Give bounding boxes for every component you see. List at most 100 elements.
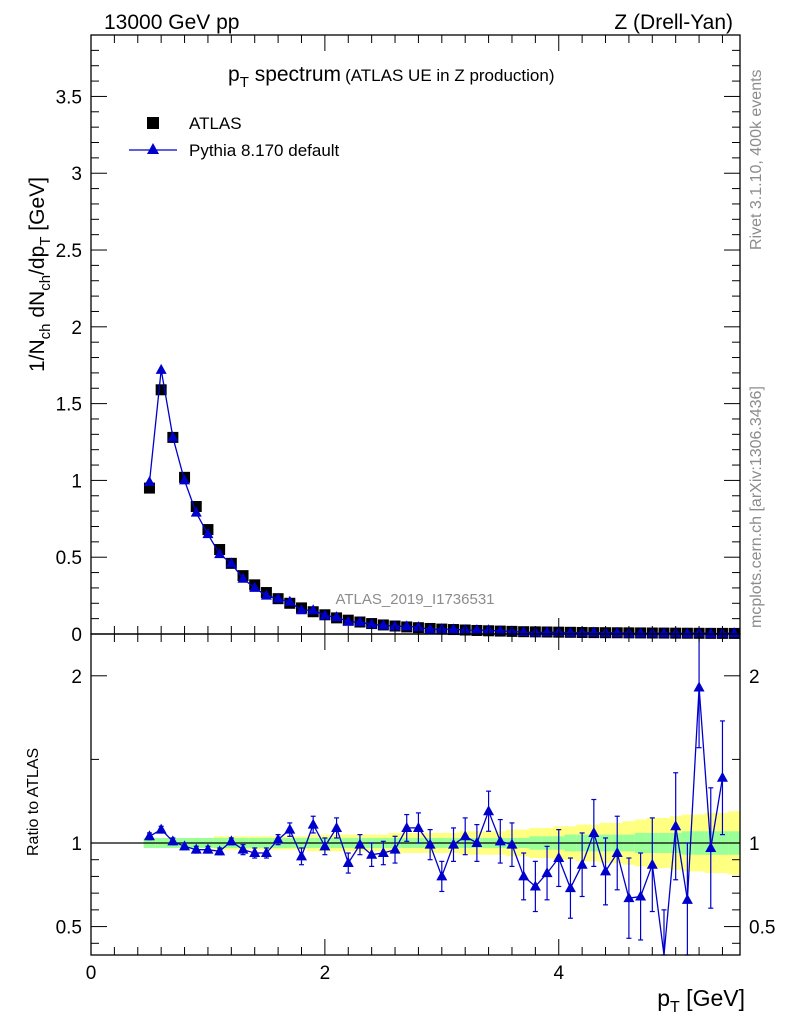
ratio-point xyxy=(646,858,658,869)
pythia-point xyxy=(728,627,740,638)
pythia-point xyxy=(389,620,401,631)
ratio-point xyxy=(366,848,378,859)
ratio-ytick-label: 1 xyxy=(71,834,82,855)
pythia-point xyxy=(225,557,237,568)
main-ytick-label: 1 xyxy=(71,471,82,492)
ratio-point xyxy=(564,882,576,893)
ratio-ytick-label: 0.5 xyxy=(56,918,82,939)
atlas-point xyxy=(190,501,202,513)
pythia-point xyxy=(190,506,202,517)
main-ytick-label: 3.5 xyxy=(56,87,82,108)
pythia-point xyxy=(494,625,506,636)
main-ytick-label: 0 xyxy=(71,625,82,646)
ratio-point xyxy=(506,838,518,849)
ratio-point xyxy=(471,836,483,847)
ratio-point xyxy=(342,857,354,868)
ratio-point xyxy=(448,838,460,849)
pythia-point xyxy=(342,615,354,626)
main-title: pT spectrum (ATLAS UE in Z production) xyxy=(228,63,555,91)
ratio-point xyxy=(237,843,249,854)
atlas-point xyxy=(155,384,167,396)
mcplots-text: mcplots.cern.ch [arXiv:1306.3436] xyxy=(748,386,765,628)
ratio-point xyxy=(541,867,553,878)
pythia-point xyxy=(681,627,693,638)
ratio-point xyxy=(635,890,647,901)
pythia-point xyxy=(377,619,389,630)
pythia-point xyxy=(295,604,307,615)
ratio-point xyxy=(260,847,272,858)
main-ytick-label: 3 xyxy=(71,164,82,185)
legend-pythia-label: Pythia 8.170 default xyxy=(189,141,340,160)
pythia-point xyxy=(167,431,179,442)
xtick-label: 2 xyxy=(320,963,331,984)
header-left: 13000 GeV pp xyxy=(104,11,239,34)
pythia-point xyxy=(307,604,319,615)
pythia-point xyxy=(284,595,296,606)
ratio-point xyxy=(529,880,541,891)
ratio-point xyxy=(483,805,495,816)
ratio-xlabel: pT [GeV] xyxy=(657,985,745,1016)
ratio-ytick-label: 2 xyxy=(71,667,82,688)
pythia-point xyxy=(272,592,284,603)
pythia-point xyxy=(214,548,226,559)
ratio-frame xyxy=(90,633,741,956)
ratio-point xyxy=(424,838,436,849)
pythia-point xyxy=(237,572,249,583)
ratio-point xyxy=(155,823,167,834)
title-sub: T xyxy=(240,74,249,91)
ratio-point xyxy=(600,865,612,876)
rivet-text: Rivet 3.1.10, 400k events xyxy=(748,69,765,250)
pythia-point xyxy=(260,589,272,600)
main-ytick-label: 1.5 xyxy=(56,395,82,416)
pythia-point xyxy=(143,475,155,486)
ratio-point xyxy=(272,833,284,844)
main-ytick-label: 2 xyxy=(71,318,82,339)
ratio-point xyxy=(202,843,214,854)
pythia-point xyxy=(366,618,378,629)
legend-atlas-label: ATLAS xyxy=(189,114,242,133)
ratio-point xyxy=(518,870,530,881)
pythia-point xyxy=(331,611,343,622)
ratio-point xyxy=(716,771,728,782)
ratio-ytick-label-right: 0.5 xyxy=(749,918,775,939)
ratio-point xyxy=(190,843,202,854)
pythia-point xyxy=(401,620,413,631)
ratio-point xyxy=(436,870,448,881)
ratio-point xyxy=(670,820,682,831)
pythia-point xyxy=(249,581,261,592)
ratio-point xyxy=(319,840,331,851)
ratio-point xyxy=(307,818,319,829)
ratio-point xyxy=(401,821,413,832)
svg-text:pT spectrum(ATLAS UE in Z prod: pT spectrum (ATLAS UE in Z production) xyxy=(228,63,555,91)
ratio-point xyxy=(681,893,693,904)
xtick-label: 0 xyxy=(86,963,97,984)
ratio-ylabel: Ratio to ATLAS xyxy=(25,748,42,856)
pythia-point xyxy=(705,627,717,638)
ratio-point xyxy=(249,847,261,858)
main-ytick-label: 0.5 xyxy=(56,548,82,569)
legend-pythia-marker xyxy=(147,143,159,154)
pythia-point xyxy=(635,627,647,638)
ratio-point xyxy=(143,830,155,841)
ratio-point xyxy=(459,830,471,841)
main-ylabel: 1/Nch dNch/dpT [GeV] xyxy=(26,177,54,372)
pythia-point xyxy=(179,474,191,485)
ratio-point xyxy=(611,847,623,858)
ratio-point xyxy=(576,858,588,869)
ratio-point xyxy=(588,826,600,837)
ratio-point xyxy=(284,823,296,834)
ratio-point xyxy=(331,821,343,832)
ratio-ytick-label-right: 1 xyxy=(749,834,760,855)
ratio-point xyxy=(214,845,226,856)
ratio-point xyxy=(553,852,565,863)
ratio-point xyxy=(623,892,635,903)
ratio-point xyxy=(412,821,424,832)
pythia-point xyxy=(155,363,167,374)
xtick-label: 4 xyxy=(553,963,564,984)
legend-atlas-marker xyxy=(147,117,159,129)
ratio-point xyxy=(225,835,237,846)
ratio-point xyxy=(167,835,179,846)
ratio-point xyxy=(389,843,401,854)
pythia-point xyxy=(424,623,436,634)
pythia-point xyxy=(354,616,366,627)
